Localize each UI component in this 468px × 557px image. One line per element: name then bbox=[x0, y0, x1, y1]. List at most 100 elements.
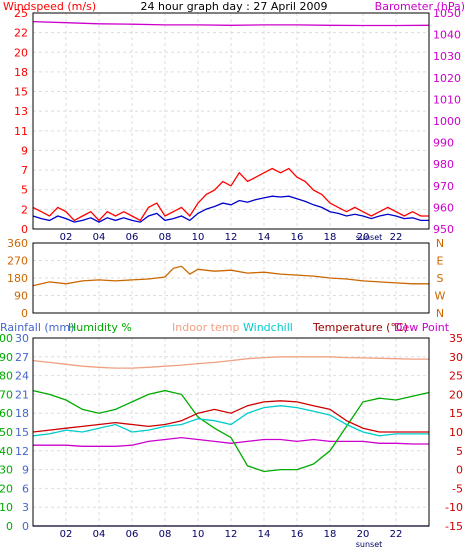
panel3-x-tick-label: 18 bbox=[324, 529, 337, 540]
wind-direction-line bbox=[32, 265, 429, 287]
panel1-right-tick-label: 1030 bbox=[433, 50, 461, 63]
panel3-humidity-tick-label: 90 bbox=[0, 351, 13, 364]
panel2-compass-label: E bbox=[437, 255, 444, 268]
panel1-right-tick-label: 1040 bbox=[433, 29, 461, 42]
panel2-compass-label: W bbox=[435, 290, 446, 303]
panel1-x-tick-label: 10 bbox=[192, 232, 205, 243]
panel1-right-tick-label: 1050 bbox=[433, 7, 461, 20]
panel1-left-tick-label: 0 bbox=[21, 223, 28, 236]
legend-humidity: Humidity % bbox=[68, 321, 132, 334]
panel3-x-tick-label: 10 bbox=[192, 529, 205, 540]
panel3-x-tick-label: 02 bbox=[60, 529, 73, 540]
panel1-title: 24 hour graph day : 27 April 2009 bbox=[141, 0, 328, 13]
panel1-right-tick-label: 980 bbox=[433, 158, 454, 171]
panel3-x-tick-label: 08 bbox=[159, 529, 172, 540]
panel1-x-tick-label: 08 bbox=[159, 232, 172, 243]
panel1-left-tick-label: 22 bbox=[14, 27, 28, 40]
panel1-left-tick-label: 25 bbox=[14, 7, 28, 20]
panel2-frame bbox=[32, 242, 430, 314]
panel1-grid bbox=[33, 12, 429, 230]
panel3-temperature-tick-label: 5 bbox=[456, 445, 463, 458]
panel3-rainfall-tick-label: 15 bbox=[15, 426, 29, 439]
panel3-humidity-tick-label: 100 bbox=[0, 332, 13, 345]
panel1-right-tick-label: 1020 bbox=[433, 72, 461, 85]
panel3-temperature-tick-label: -5 bbox=[452, 482, 463, 495]
panel3-rainfall-tick-label: 30 bbox=[15, 332, 29, 345]
panel2-compass-label: N bbox=[436, 307, 444, 320]
panel1-right-tick-label: 970 bbox=[433, 180, 454, 193]
panel3-humidity-tick-label: 20 bbox=[0, 482, 13, 495]
panel1-x-tick-label: 16 bbox=[291, 232, 304, 243]
wind-average-line bbox=[32, 195, 429, 223]
panel2-grid bbox=[33, 242, 429, 314]
legend-rainfall: Rainfall (mm) bbox=[0, 321, 74, 334]
panel1-left-tick-label: 13 bbox=[14, 105, 28, 118]
panel2-compass-label: S bbox=[437, 272, 444, 285]
panel3-frame bbox=[32, 337, 430, 527]
panel3-temperature-tick-label: 10 bbox=[449, 426, 463, 439]
panel3-x-tick-label: 20 bbox=[357, 529, 370, 540]
panel1-x-tick-label: 12 bbox=[225, 232, 238, 243]
panel1-x-tick-label: 22 bbox=[390, 232, 403, 243]
panel3-rainfall-tick-label: 9 bbox=[22, 464, 29, 477]
panel1-x-tick-label: 06 bbox=[126, 232, 139, 243]
windchill-line bbox=[32, 405, 429, 437]
panel3-humidity-tick-label: 40 bbox=[0, 445, 13, 458]
panel3-humidity-tick-label: 70 bbox=[0, 388, 13, 401]
legend-temperature: Temperature (°C) bbox=[312, 321, 408, 334]
panel3-humidity-tick-label: 80 bbox=[0, 370, 13, 383]
barometer-line bbox=[32, 20, 430, 27]
panel1-left-tick-label: 2 bbox=[21, 203, 28, 216]
panel3-ticks: 0102030405060708090100036912151821242730… bbox=[0, 332, 463, 540]
panel3-rainfall-tick-label: 18 bbox=[15, 407, 29, 420]
panel3-x-tick-label: 04 bbox=[93, 529, 106, 540]
panel2-series bbox=[32, 265, 429, 287]
panel2-left-tick-label: 0 bbox=[21, 307, 28, 320]
panel1-left-tick-label: 20 bbox=[14, 46, 28, 59]
panel2-left-tick-label: 360 bbox=[7, 237, 28, 250]
panel2-compass-label: N bbox=[436, 237, 444, 250]
panel3-x-tick-label: 16 bbox=[291, 529, 304, 540]
panel3-temperature-tick-label: 35 bbox=[449, 332, 463, 345]
panel1-left-tick-label: 7 bbox=[21, 164, 28, 177]
panel3-rainfall-tick-label: 0 bbox=[22, 520, 29, 533]
indoor-temp-line bbox=[32, 356, 429, 369]
panel1-sunset-label: sunset bbox=[356, 233, 383, 242]
panel3-humidity-tick-label: 30 bbox=[0, 464, 13, 477]
panel1-right-tick-label: 1010 bbox=[433, 93, 461, 106]
panel3-temperature-tick-label: -10 bbox=[445, 501, 463, 514]
panel1-right-tick-label: 950 bbox=[433, 223, 454, 236]
panel3-x-tick-label: 22 bbox=[390, 529, 403, 540]
panel3-humidity-tick-label: 50 bbox=[0, 426, 13, 439]
legend-dew-point: Dew Point bbox=[394, 321, 450, 334]
panel1-left-tick-label: 15 bbox=[14, 86, 28, 99]
panel1-x-tick-label: 18 bbox=[324, 232, 337, 243]
panel3-temperature-tick-label: 15 bbox=[449, 407, 463, 420]
panel2-left-tick-label: 270 bbox=[7, 255, 28, 268]
panel1-right-tick-label: 1000 bbox=[433, 115, 461, 128]
panel3-rainfall-tick-label: 3 bbox=[22, 501, 29, 514]
panel1-left-tick-label: 11 bbox=[14, 125, 28, 138]
panel3-grid bbox=[33, 337, 429, 527]
panel3-rainfall-tick-label: 12 bbox=[15, 445, 29, 458]
panel1-x-tick-label: 14 bbox=[258, 232, 271, 243]
panel1-x-tick-label: 20 bbox=[357, 232, 370, 243]
panel1-left-tick-label: 18 bbox=[14, 66, 28, 79]
panel1-left-tick-label: 9 bbox=[21, 144, 28, 157]
panel3-rainfall-tick-label: 27 bbox=[15, 351, 29, 364]
panel1-series bbox=[32, 20, 430, 223]
panel3-temperature-tick-label: 0 bbox=[456, 464, 463, 477]
panel3-temperature-tick-label: 25 bbox=[449, 370, 463, 383]
panel3-x-tick-label: 14 bbox=[258, 529, 271, 540]
panel1-right-tick-label: 990 bbox=[433, 137, 454, 150]
panel1-x-tick-label: 02 bbox=[60, 232, 73, 243]
panel1-left-tick-label: 5 bbox=[21, 184, 28, 197]
panel3-temperature-tick-label: -15 bbox=[445, 520, 463, 533]
wind-gust-line bbox=[32, 167, 429, 222]
panel3-rainfall-tick-label: 6 bbox=[22, 482, 29, 495]
panel3-humidity-tick-label: 0 bbox=[6, 520, 13, 533]
panel1-right-axis-label: Barometer (hPa) bbox=[375, 0, 465, 13]
